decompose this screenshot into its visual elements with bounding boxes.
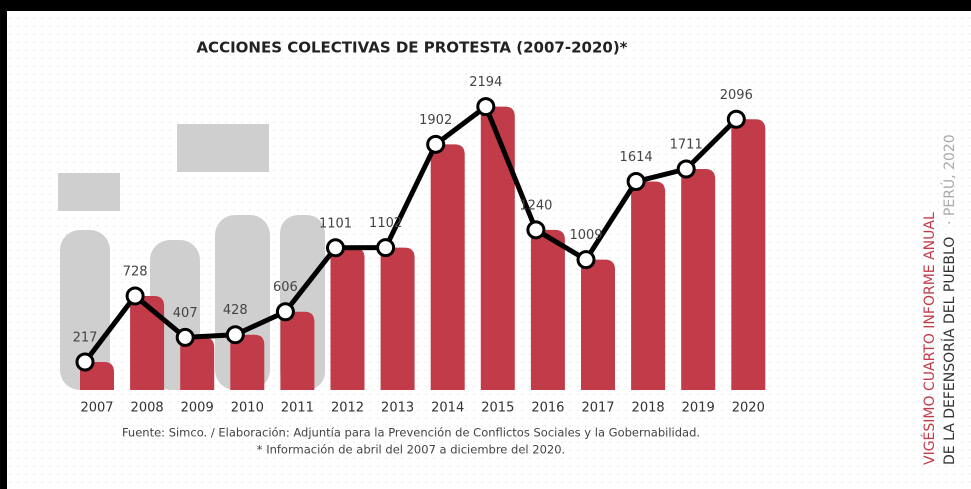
x-tick-label: 2008 [131, 401, 164, 416]
data-label: 1614 [620, 150, 653, 165]
bar [230, 334, 265, 390]
bar [631, 181, 666, 390]
bar [681, 168, 716, 390]
bar [480, 106, 515, 390]
line-marker [326, 238, 345, 258]
data-label: 1711 [670, 137, 703, 152]
x-tick-label: 2011 [281, 401, 314, 416]
data-label: 728 [123, 264, 148, 279]
data-label: 1101 [319, 216, 352, 231]
bar [731, 119, 766, 391]
bar [530, 229, 565, 390]
bar [581, 259, 615, 390]
source-note: Fuente: Simco. / Elaboración: Adjuntía p… [122, 426, 700, 440]
top-border [0, 0, 971, 11]
line-marker [376, 238, 396, 258]
x-tick-label: 2014 [431, 401, 464, 416]
side-text: · PERÚ, 2020 [940, 134, 958, 225]
x-tick-label: 2012 [331, 401, 364, 416]
data-label: 1902 [419, 113, 452, 128]
bar [430, 144, 465, 390]
x-tick-label: 2018 [632, 401, 665, 416]
line-marker [476, 97, 496, 117]
side-text: DE LA DEFENSORÍA DEL PUEBLO [941, 237, 958, 465]
line-marker [125, 286, 145, 306]
data-label: 1009 [569, 228, 602, 243]
x-tick-label: 2013 [381, 401, 414, 416]
line-marker [75, 352, 95, 372]
data-label: 606 [273, 280, 298, 295]
x-tick-label: 2007 [80, 401, 113, 416]
bar [180, 337, 215, 390]
data-label: 1102 [369, 216, 402, 231]
line-marker [175, 327, 195, 347]
bar [280, 311, 315, 390]
footnote: * Información de abril del 2007 a diciem… [257, 443, 565, 457]
data-label: 2096 [720, 88, 753, 103]
x-tick-label: 2009 [181, 401, 214, 416]
x-tick-label: 2015 [481, 401, 514, 416]
line-marker [426, 134, 446, 154]
bar [380, 247, 415, 390]
data-label: 407 [173, 306, 198, 321]
line-marker [526, 220, 546, 240]
x-tick-label: 2016 [531, 401, 564, 416]
x-tick-label: 2017 [581, 401, 614, 416]
bar [130, 295, 165, 390]
x-tick-label: 2010 [231, 401, 264, 416]
bar [330, 247, 365, 390]
side-text: VIGÉSIMO CUARTO INFORME ANUAL [921, 212, 938, 465]
line-marker [275, 302, 295, 322]
line-marker [726, 109, 746, 129]
data-label: 428 [223, 303, 248, 318]
left-border [0, 0, 7, 489]
data-label: 2194 [469, 75, 502, 90]
x-tick-label: 2020 [732, 401, 765, 416]
data-label: 1240 [519, 198, 552, 213]
line-marker [576, 250, 596, 270]
line-marker [626, 172, 646, 192]
line-marker [225, 325, 245, 345]
chart-title: ACCIONES COLECTIVAS DE PROTESTA (2007-20… [196, 39, 627, 57]
data-label: 217 [73, 330, 98, 345]
line-marker [676, 159, 696, 179]
x-tick-label: 2019 [682, 401, 715, 416]
